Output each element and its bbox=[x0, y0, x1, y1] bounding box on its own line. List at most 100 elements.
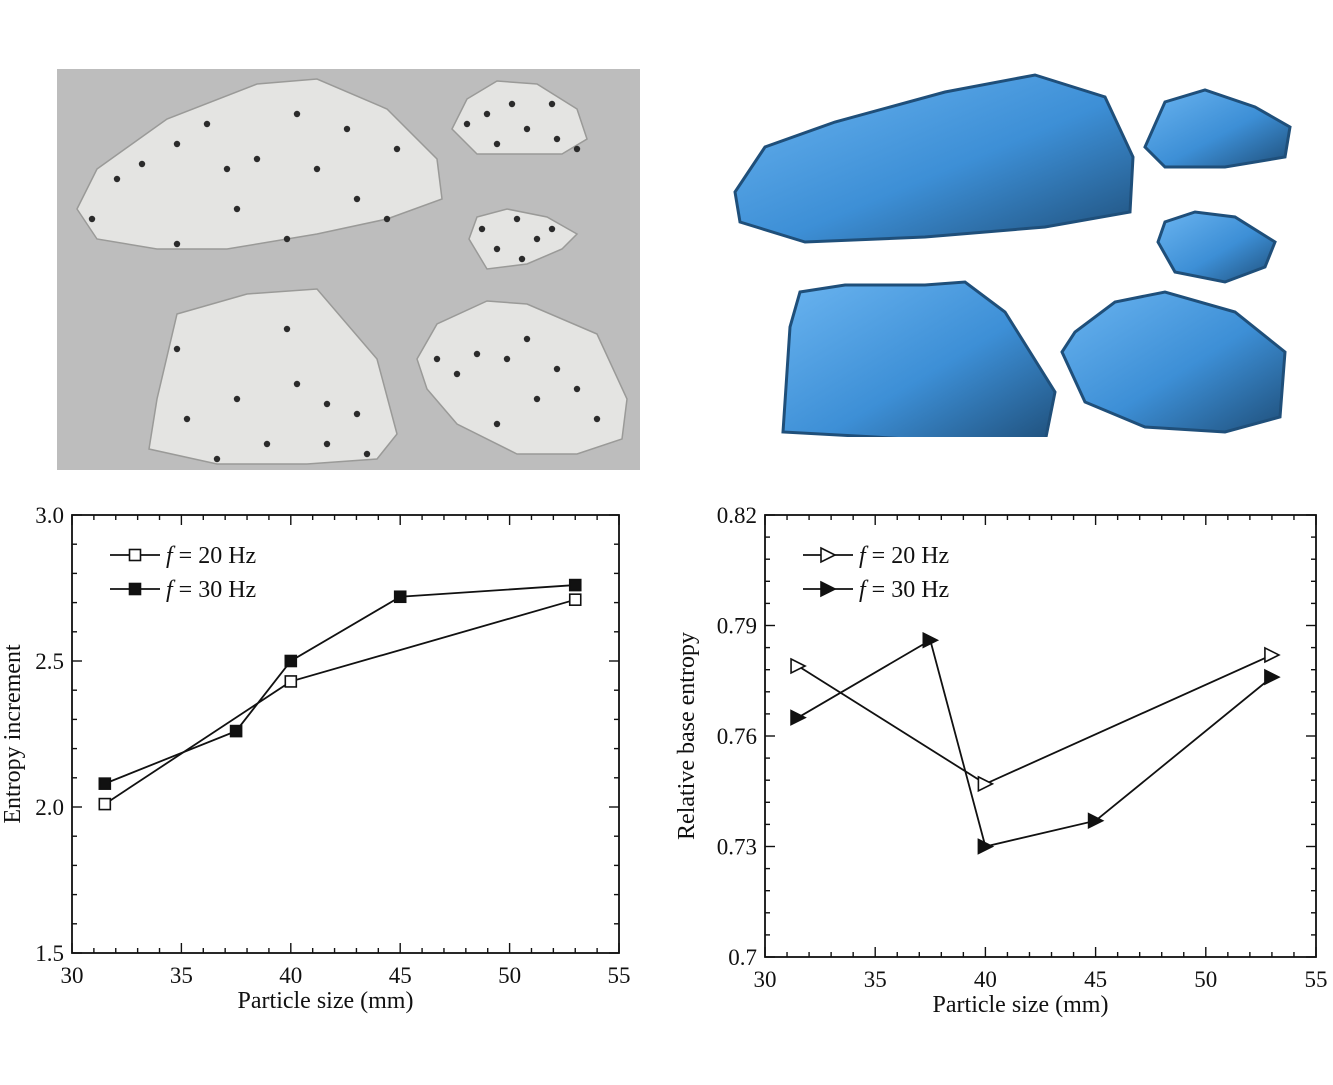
scanned-rock bbox=[1060, 290, 1287, 434]
tracking-dot bbox=[548, 225, 556, 233]
data-point bbox=[977, 838, 995, 855]
tracking-dot bbox=[253, 155, 261, 163]
data-point bbox=[284, 675, 298, 688]
x-tick-label: 35 bbox=[170, 963, 193, 988]
x-tick-label: 30 bbox=[61, 963, 84, 988]
tracking-dot bbox=[173, 240, 181, 248]
scanned-rock bbox=[733, 73, 1135, 244]
tracking-dot bbox=[518, 255, 526, 263]
tracking-dot bbox=[453, 370, 461, 378]
x-tick-label: 55 bbox=[1305, 967, 1328, 992]
legend-label: f = 20 Hz bbox=[166, 543, 256, 569]
tracking-dot bbox=[173, 140, 181, 148]
tracking-dot bbox=[223, 165, 231, 173]
rock-particle bbox=[416, 300, 628, 455]
series-line bbox=[104, 598, 576, 805]
tracking-dot bbox=[323, 440, 331, 448]
legend-label: f = 30 Hz bbox=[166, 577, 256, 603]
tracking-dot bbox=[593, 415, 601, 423]
tracking-dot bbox=[463, 120, 471, 128]
tracking-dot bbox=[493, 140, 501, 148]
data-point bbox=[1264, 668, 1281, 686]
data-point bbox=[98, 797, 112, 811]
legend-entry: f = 20 Hz bbox=[110, 543, 256, 569]
data-point bbox=[128, 548, 142, 562]
tracking-dot bbox=[293, 110, 301, 118]
x-axis-title: Particle size (mm) bbox=[238, 988, 414, 1014]
tracking-dot bbox=[383, 215, 391, 223]
x-tick-label: 40 bbox=[279, 963, 302, 988]
entropy-increment-chart: 30 35 40 45 50 55 1.5 2.0 2.5 3.0 Particle size (m… bbox=[0, 503, 631, 1014]
tracking-dot bbox=[523, 335, 531, 343]
tracking-dot bbox=[483, 110, 491, 118]
legend-label: f = 20 Hz bbox=[859, 543, 949, 569]
tracking-dot bbox=[113, 175, 121, 183]
data-point bbox=[790, 709, 807, 726]
tracking-dot bbox=[173, 345, 181, 353]
y-tick-label: 0.7 bbox=[728, 945, 757, 970]
rock-particle bbox=[76, 78, 443, 250]
tracking-dot bbox=[323, 400, 331, 408]
x-tick-label: 55 bbox=[608, 963, 631, 988]
data-point bbox=[229, 724, 243, 738]
legend-label: f = 30 Hz bbox=[859, 577, 949, 603]
x-tick-label: 35 bbox=[864, 967, 887, 992]
tracking-dot bbox=[503, 355, 511, 363]
data-point bbox=[128, 582, 142, 596]
x-tick-label: 40 bbox=[974, 967, 997, 992]
tracking-dot bbox=[138, 160, 146, 168]
tracking-dot bbox=[573, 145, 581, 153]
tracking-dot bbox=[513, 215, 521, 223]
x-axis-title: Particle size (mm) bbox=[933, 992, 1109, 1018]
data-point bbox=[284, 654, 298, 668]
legend-entry: f = 30 Hz bbox=[803, 577, 949, 603]
tracking-dot bbox=[523, 125, 531, 133]
y-tick-label: 3.0 bbox=[35, 503, 64, 528]
tracking-dot bbox=[553, 135, 561, 143]
series-line bbox=[797, 638, 1273, 848]
tracking-dot bbox=[88, 215, 96, 223]
y-tick-label: 2.5 bbox=[35, 649, 64, 674]
data-point bbox=[1087, 812, 1105, 830]
data-point bbox=[820, 546, 837, 564]
tracking-dot bbox=[293, 380, 301, 388]
tracking-dot bbox=[283, 325, 291, 333]
plot-frame bbox=[71, 514, 620, 954]
tracking-dot bbox=[548, 100, 556, 108]
y-tick-label: 0.82 bbox=[717, 503, 757, 528]
tracking-dot bbox=[363, 450, 371, 458]
series-2 bbox=[98, 578, 582, 790]
legend-entry: f = 20 Hz bbox=[803, 543, 949, 569]
scanned-rock bbox=[781, 280, 1057, 437]
data-point bbox=[922, 631, 940, 649]
y-tick-label: 0.76 bbox=[717, 724, 757, 749]
y-axis-title: Entropy increment bbox=[0, 644, 26, 824]
data-point bbox=[790, 657, 807, 675]
tracking-dot bbox=[393, 145, 401, 153]
tracking-dot bbox=[343, 125, 351, 133]
tracking-dot bbox=[478, 225, 486, 233]
rock-particle bbox=[148, 288, 398, 465]
plot-frame bbox=[764, 514, 1317, 958]
x-tick-label: 50 bbox=[1194, 967, 1217, 992]
series-line bbox=[797, 654, 1273, 785]
tracking-dot bbox=[213, 455, 221, 463]
tracking-dot bbox=[553, 365, 561, 373]
relative-base-entropy-chart: 30 35 40 45 50 55 0.7 0.73 0.76 0.79 0.82 Particle … bbox=[674, 503, 1328, 1018]
y-tick-label: 2.0 bbox=[35, 795, 64, 820]
x-tick-label: 45 bbox=[389, 963, 412, 988]
tracking-dot bbox=[573, 385, 581, 393]
tracking-dot bbox=[183, 415, 191, 423]
y-axis-title: Relative base entropy bbox=[674, 632, 700, 840]
series-1 bbox=[790, 646, 1281, 793]
tracking-dot bbox=[313, 165, 321, 173]
tracking-dot bbox=[533, 395, 541, 403]
scanned-rock bbox=[1156, 210, 1277, 284]
y-tick-label: 1.5 bbox=[35, 941, 64, 966]
tracking-dot bbox=[533, 235, 541, 243]
data-point bbox=[820, 580, 837, 598]
series-line bbox=[104, 584, 576, 785]
rock-3d-scan-render bbox=[733, 73, 1292, 437]
tracking-dot bbox=[283, 235, 291, 243]
